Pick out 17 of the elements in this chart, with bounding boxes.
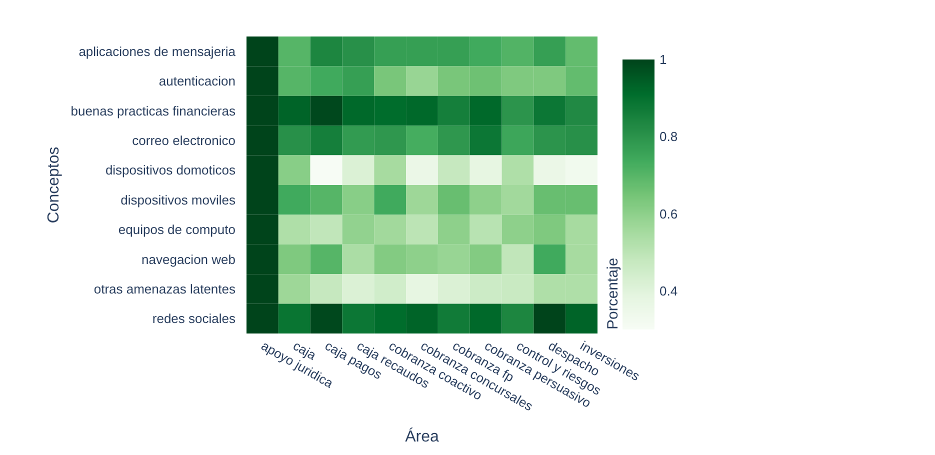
y-tick-label: dispositivos moviles bbox=[120, 192, 236, 208]
y-tick-label: correo electronico bbox=[132, 132, 236, 148]
y-tick-label: navegacion web bbox=[142, 252, 236, 267]
x-axis-title: Área bbox=[405, 427, 439, 446]
y-tick-label: equipos de computo bbox=[118, 222, 236, 238]
y-tick-label: otras amenazas latentes bbox=[94, 281, 236, 296]
y-tick-label: aplicaciones de mensajeria bbox=[78, 44, 236, 59]
color-bar-label: 1 bbox=[660, 52, 667, 67]
color-bar-title: Porcentaje bbox=[604, 258, 622, 330]
y-tick-label: autenticacion bbox=[158, 74, 236, 89]
color-bar-label: 0.8 bbox=[660, 129, 678, 144]
y-tick-label: dispositivos domoticos bbox=[105, 162, 236, 178]
color-bar-label: 0.4 bbox=[660, 283, 678, 298]
y-tick-label: buenas practicas financieras bbox=[70, 103, 236, 118]
color-bar-label: 0.6 bbox=[660, 206, 678, 222]
y-tick-label: redes sociales bbox=[152, 311, 236, 326]
y-axis-title: Conceptos bbox=[46, 146, 63, 224]
